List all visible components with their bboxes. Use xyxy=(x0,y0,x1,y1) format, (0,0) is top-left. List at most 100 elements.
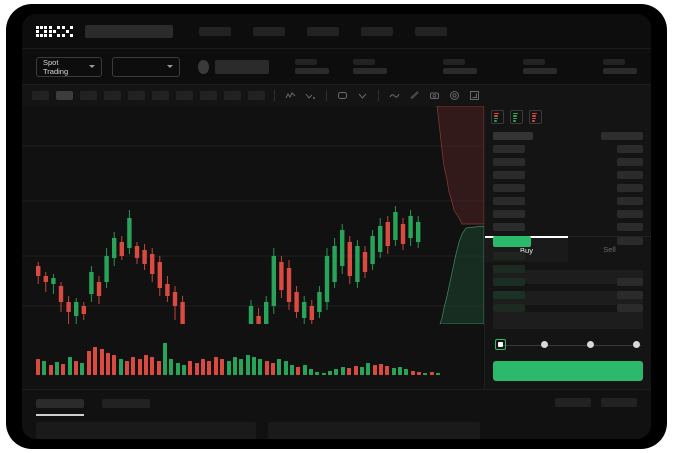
market-depth-overlay xyxy=(436,106,484,324)
volume-bar xyxy=(397,367,402,375)
timeframe-10[interactable] xyxy=(248,91,265,100)
volume-bar xyxy=(232,357,237,375)
fullscreen-icon[interactable] xyxy=(468,89,481,102)
toolbar-divider xyxy=(378,90,379,101)
slider-node-0[interactable] xyxy=(495,339,506,350)
amount-percent-slider[interactable] xyxy=(495,335,641,357)
stat-2 xyxy=(353,59,387,74)
volume-bar xyxy=(201,359,206,375)
order-book[interactable] xyxy=(485,128,651,312)
candlestick-chart[interactable] xyxy=(22,106,484,324)
header-nav xyxy=(199,26,447,36)
stat-value xyxy=(523,68,557,74)
nav-item-1[interactable] xyxy=(199,26,231,36)
stat-1 xyxy=(295,59,329,74)
orderbook-price-cell xyxy=(493,132,533,140)
volume-bar xyxy=(36,359,40,375)
volume-bar xyxy=(334,369,339,375)
volume-chart[interactable] xyxy=(22,324,484,389)
market-type-select[interactable]: Spot Trading xyxy=(36,56,102,77)
volume-bar xyxy=(321,373,326,375)
volume-bar xyxy=(315,372,320,375)
order-amount-field[interactable] xyxy=(493,291,643,305)
timeframe-8[interactable] xyxy=(200,91,217,100)
timeframe-9[interactable] xyxy=(224,91,241,100)
bottom-tab-2[interactable] xyxy=(102,398,150,408)
bottom-panel-left[interactable] xyxy=(36,422,256,439)
compare-icon[interactable] xyxy=(304,89,317,102)
orderbook-amount-cell xyxy=(617,291,643,299)
orderbook-amount-cell xyxy=(617,237,643,245)
tab-sell[interactable]: Sell xyxy=(603,245,616,254)
slider-node-3[interactable] xyxy=(633,341,640,348)
volume-bar xyxy=(340,367,345,375)
volume-bar xyxy=(359,367,364,375)
volume-bar xyxy=(296,367,301,375)
volume-bar xyxy=(239,359,244,375)
nav-item-3[interactable] xyxy=(307,26,339,36)
volume-bar xyxy=(169,359,174,375)
volume-bar xyxy=(42,361,47,375)
camera-icon[interactable] xyxy=(428,89,441,102)
volume-bar xyxy=(429,372,434,375)
timeframe-7[interactable] xyxy=(176,91,193,100)
settings-icon[interactable] xyxy=(448,89,461,102)
pair-selector[interactable] xyxy=(112,56,181,77)
volume-bar xyxy=(86,351,91,375)
volume-bar xyxy=(207,361,212,375)
chart-type-icon[interactable] xyxy=(356,89,369,102)
nav-item-5[interactable] xyxy=(415,26,447,36)
volume-bar xyxy=(105,353,110,375)
volume-bar xyxy=(258,359,263,375)
bottom-right-tab-1[interactable] xyxy=(555,398,591,407)
orderbook-amount-cell xyxy=(617,145,643,153)
volume-bar xyxy=(385,366,390,375)
market-type-label: Spot Trading xyxy=(43,57,69,76)
bottom-tab-1[interactable] xyxy=(36,398,84,416)
slider-node-1[interactable] xyxy=(541,341,548,348)
nav-item-2[interactable] xyxy=(253,26,285,36)
volume-bar xyxy=(366,363,371,375)
main-body: Buy Sell xyxy=(22,106,651,389)
volume-bar xyxy=(137,359,142,375)
timeframe-3[interactable] xyxy=(80,91,97,100)
toolbar-divider xyxy=(326,90,327,101)
slider-node-2[interactable] xyxy=(587,341,594,348)
timeframe-4[interactable] xyxy=(104,91,121,100)
orderbook-mode-asks[interactable] xyxy=(529,110,542,124)
bottom-right-tab-2[interactable] xyxy=(601,398,637,407)
stat-5 xyxy=(603,59,637,74)
magnet-icon[interactable] xyxy=(408,89,421,102)
timeframe-1[interactable] xyxy=(32,91,49,100)
orderbook-amount-cell xyxy=(617,197,643,205)
orderbook-amount-cell xyxy=(617,278,643,286)
orderbook-price-cell xyxy=(493,184,525,192)
bottom-panel-right[interactable] xyxy=(268,422,480,439)
volume-bar xyxy=(404,369,409,375)
indicator-icon[interactable] xyxy=(284,89,297,102)
toolbar-divider xyxy=(274,90,275,101)
volume-bar xyxy=(290,365,294,375)
pair-avatar xyxy=(198,59,209,74)
stat-label xyxy=(353,59,375,65)
nav-item-4[interactable] xyxy=(361,26,393,36)
search-input[interactable] xyxy=(85,24,173,38)
volume-bar xyxy=(309,369,314,375)
stat-3 xyxy=(443,59,477,74)
template-icon[interactable] xyxy=(336,89,349,102)
place-order-button[interactable] xyxy=(493,361,643,381)
stat-label xyxy=(603,59,625,65)
volume-bar xyxy=(251,357,256,375)
market-stats xyxy=(295,59,637,74)
orderbook-mode-bids[interactable] xyxy=(510,110,523,124)
okx-logo[interactable] xyxy=(36,25,73,38)
volume-bar xyxy=(93,347,98,375)
line-tool-icon[interactable] xyxy=(388,89,401,102)
timeframe-6[interactable] xyxy=(152,91,169,100)
volume-bar xyxy=(74,361,79,375)
order-price-field[interactable] xyxy=(493,270,643,284)
order-total-field[interactable] xyxy=(493,312,643,329)
timeframe-2[interactable] xyxy=(56,91,73,100)
orderbook-mode-both[interactable] xyxy=(491,110,504,124)
timeframe-5[interactable] xyxy=(128,91,145,100)
